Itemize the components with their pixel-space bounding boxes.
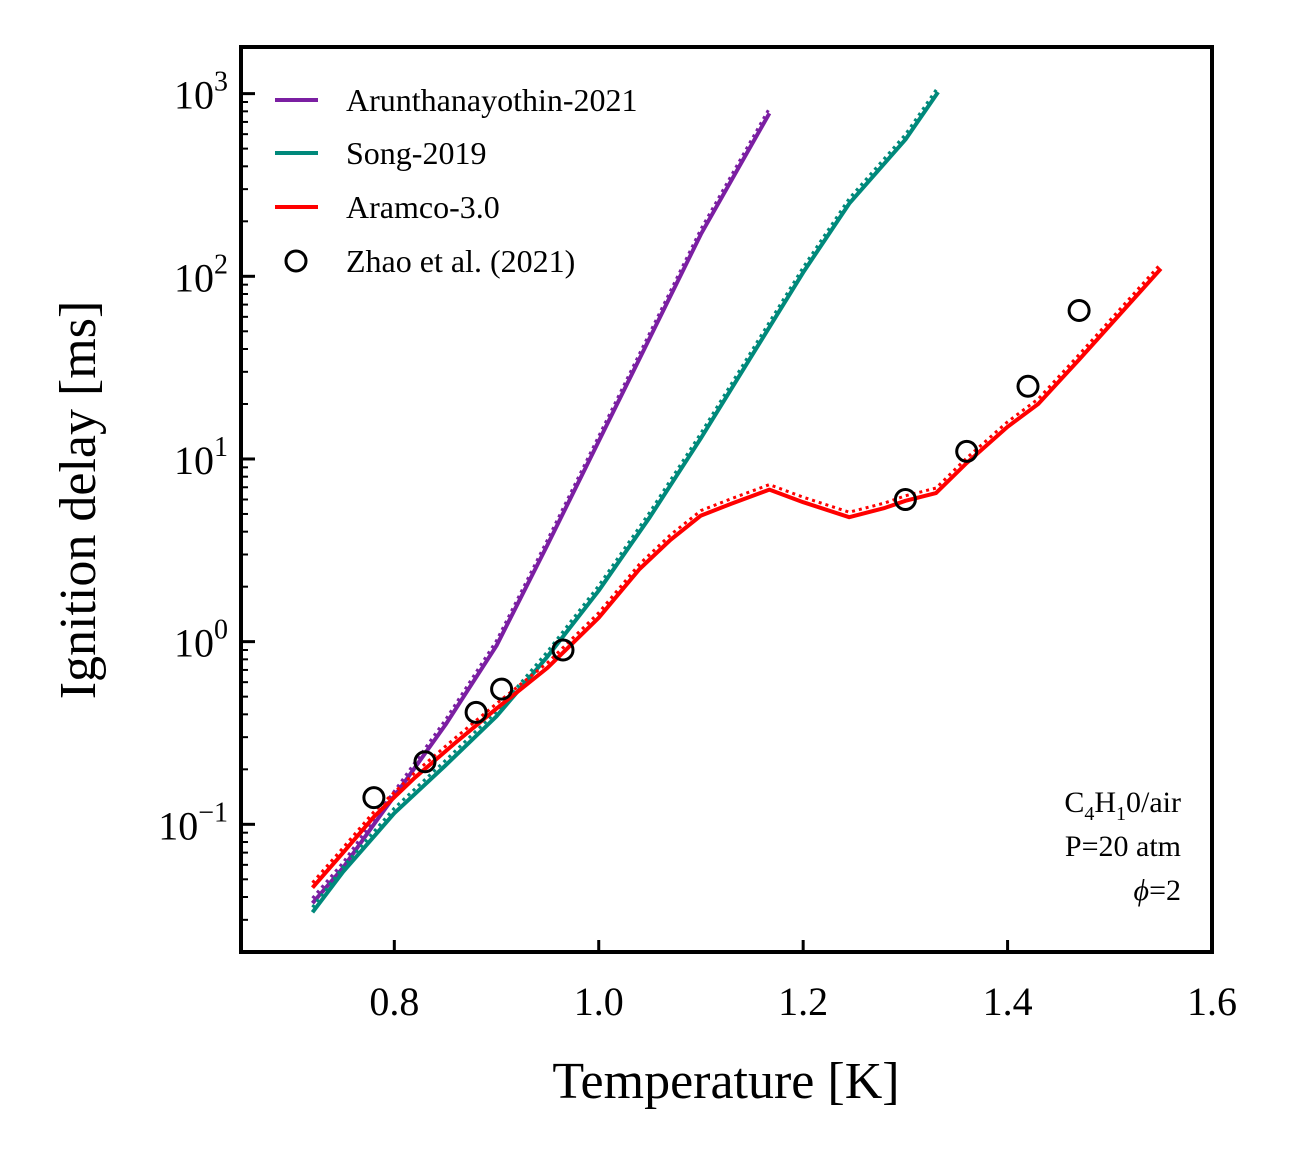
series-line-song-2019 (310, 90, 940, 914)
legend-label-aramco: Aramco-3.0 (346, 189, 500, 225)
plot-lines (310, 86, 1163, 914)
x-tick-label: 1.4 (983, 979, 1033, 1024)
data-point (1016, 374, 1040, 398)
y-tick-label: 101 (174, 432, 228, 483)
data-point (362, 786, 386, 810)
series-line-arunthanayothin-2021 (310, 112, 772, 905)
legend-label-arunthanayothin: Arunthanayothin-2021 (346, 82, 638, 118)
series-line-aramco-3-0 (310, 267, 1163, 890)
y-tick-label: 10−1 (158, 797, 228, 848)
axis-ticks: 0.8 1.0 1.2 1.4 1.6 10−1 100 101 102 103 (158, 67, 1237, 1024)
legend-label-zhao: Zhao et al. (2021) (346, 243, 575, 279)
annotation-equivalence: ϕ=2 (1134, 874, 1181, 907)
y-axis-title: Ignition delay [ms] (50, 301, 107, 700)
data-point (1067, 299, 1091, 322)
data-point (955, 439, 979, 463)
x-axis-title: Temperature [K] (552, 1053, 899, 1110)
series-line-dotted-arunthanayothin-2021 (311, 107, 771, 900)
data-point (551, 638, 575, 662)
data-markers (362, 299, 1091, 810)
series-line-dotted-song-2019 (311, 86, 940, 909)
plot-frame (239, 45, 1214, 954)
x-tick-label: 1.2 (778, 979, 828, 1024)
data-point (464, 700, 488, 724)
data-point (893, 488, 917, 511)
annotation-pressure: P=20 atm (1065, 830, 1181, 863)
y-tick-label: 100 (174, 615, 228, 666)
data-point (413, 750, 437, 774)
legend-label-song: Song-2019 (346, 135, 486, 171)
annotation-mixture: C4H10/air (1064, 786, 1181, 825)
x-tick-label: 0.8 (369, 979, 419, 1024)
data-point (490, 677, 514, 701)
condition-annotation: C4H10/air P=20 atm ϕ=2 (1064, 786, 1181, 907)
x-tick-label: 1.6 (1187, 979, 1237, 1024)
series-line-dotted-aramco-3-0 (311, 262, 1163, 884)
y-tick-label: 103 (174, 67, 228, 118)
x-tick-label: 1.0 (574, 979, 624, 1024)
legend: Arunthanayothin-2021 Song-2019 Aramco-3.… (275, 82, 638, 279)
y-tick-label: 102 (174, 249, 228, 300)
legend-marker-zhao (284, 249, 308, 273)
